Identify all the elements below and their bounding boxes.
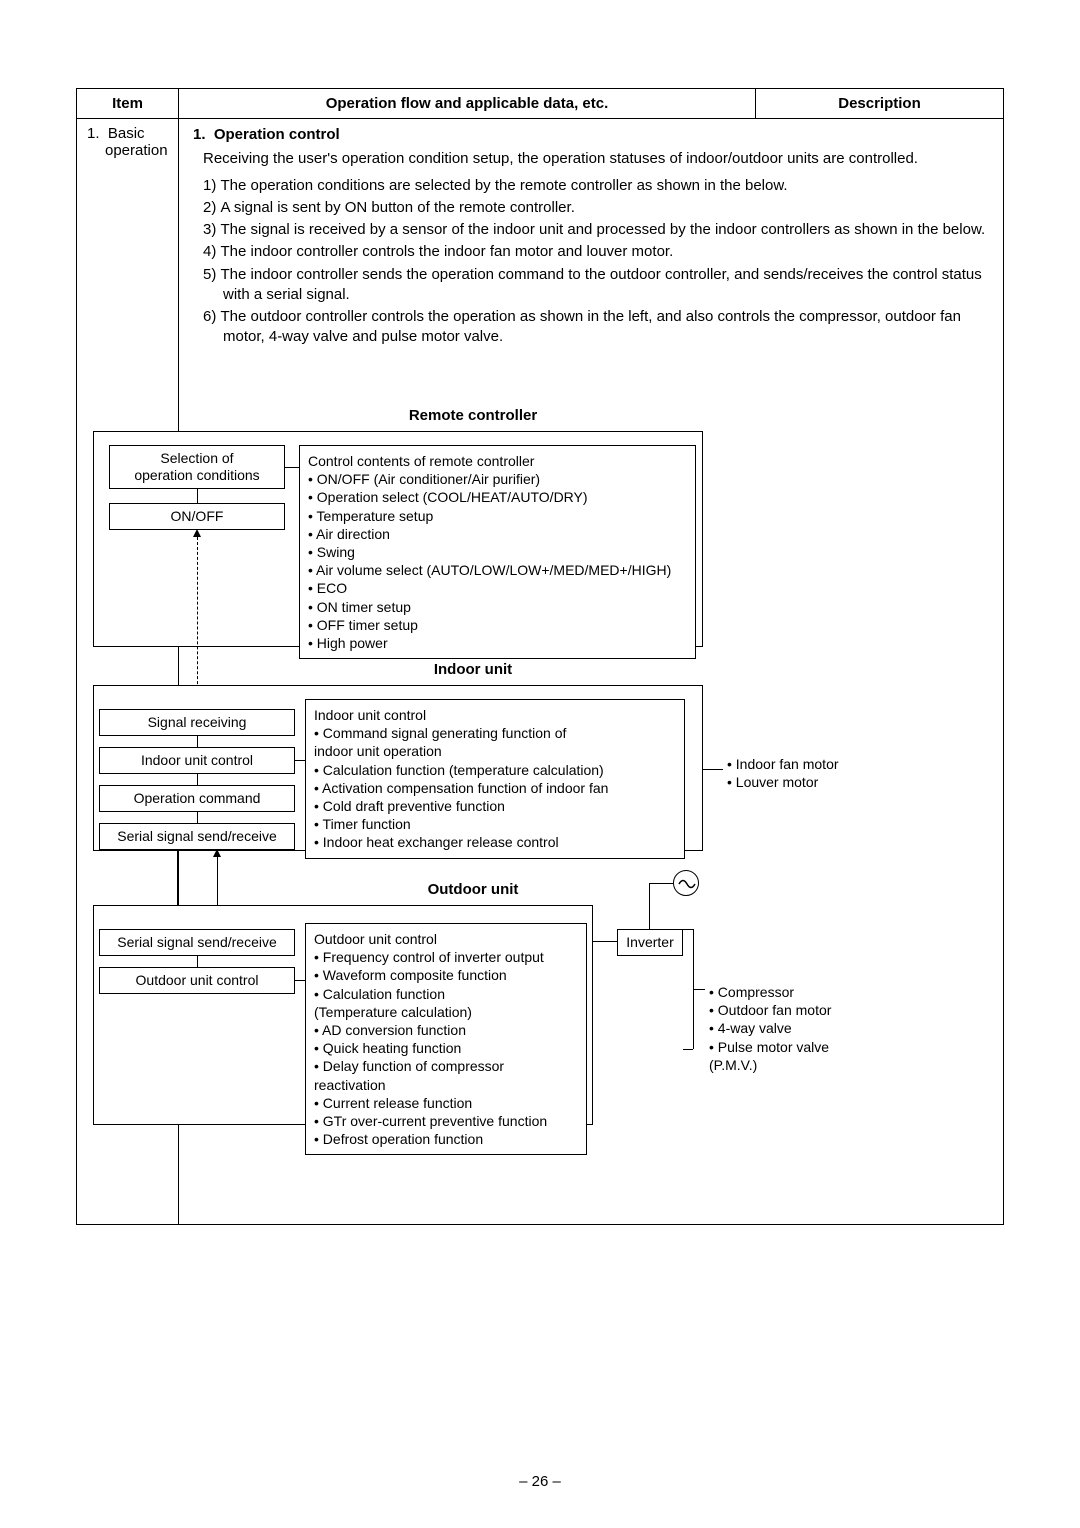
- indoor-control-box: Indoor unit control: [99, 747, 295, 774]
- arrow-up-icon: [193, 529, 201, 537]
- remote-info-box: Control contents of remote controller • …: [299, 445, 696, 659]
- line: [285, 467, 299, 468]
- line: [197, 955, 198, 967]
- line: [693, 989, 705, 990]
- n1: 1) The operation conditions are selected…: [203, 176, 989, 196]
- line: [197, 489, 198, 503]
- line: [593, 941, 617, 942]
- line: [197, 773, 198, 785]
- line: [295, 980, 305, 981]
- page: Item Operation flow and applicable data,…: [0, 0, 1080, 1528]
- n6: 6) The outdoor controller controls the o…: [203, 307, 989, 348]
- line: [295, 760, 305, 761]
- header-description: Description: [756, 89, 1004, 119]
- inverter-box: Inverter: [617, 929, 683, 956]
- n4: 4) The indoor controller controls the in…: [203, 242, 989, 262]
- outdoor-outputs: • Compressor • Outdoor fan motor • 4-way…: [709, 983, 831, 1074]
- diagram: Remote controller Selection of operation…: [83, 399, 1003, 1224]
- text-block: 1. Operation control Receiving the user'…: [179, 119, 1003, 348]
- outdoor-control-box: Outdoor unit control: [99, 967, 295, 994]
- section-title: 1. Operation control: [193, 125, 989, 145]
- outdoor-serial-box: Serial signal send/receive: [99, 929, 295, 956]
- ac-source-icon: [673, 870, 699, 896]
- indoor-motors: • Indoor fan motor • Louver motor: [727, 755, 839, 791]
- item-line2: operation: [87, 142, 168, 159]
- indoor-title: Indoor unit: [323, 661, 623, 678]
- header-item: Item: [77, 89, 179, 119]
- indoor-signal-box: Signal receiving: [99, 709, 295, 736]
- page-number: – 26 –: [0, 1473, 1080, 1490]
- dashed-line: [197, 537, 198, 709]
- indoor-command-box: Operation command: [99, 785, 295, 812]
- n2: 2) A signal is sent by ON button of the …: [203, 198, 989, 218]
- line: [197, 811, 198, 823]
- indoor-info-box: Indoor unit control • Command signal gen…: [305, 699, 685, 859]
- remote-title: Remote controller: [323, 407, 623, 424]
- header-operation: Operation flow and applicable data, etc.: [179, 89, 756, 119]
- remote-onoff-box: ON/OFF: [109, 503, 285, 530]
- numbered-list: 1) The operation conditions are selected…: [203, 176, 989, 348]
- n3: 3) The signal is received by a sensor of…: [203, 220, 989, 240]
- line: [683, 1049, 693, 1050]
- n5: 5) The indoor controller sends the opera…: [203, 265, 989, 306]
- line: [197, 735, 198, 747]
- outdoor-info-box: Outdoor unit control • Frequency control…: [305, 923, 587, 1155]
- body-cell: 1. Operation control Receiving the user'…: [179, 119, 1004, 1225]
- item-line1: 1. Basic: [87, 125, 168, 142]
- remote-selection-box: Selection of operation conditions: [109, 445, 285, 489]
- line: [649, 883, 650, 929]
- arrow-up-icon: [213, 849, 221, 857]
- main-table: Item Operation flow and applicable data,…: [76, 88, 1004, 1225]
- line: [649, 883, 673, 884]
- line: [703, 769, 723, 770]
- outdoor-title: Outdoor unit: [323, 881, 623, 898]
- line: [683, 929, 693, 930]
- indoor-serial-box: Serial signal send/receive: [99, 823, 295, 850]
- section-intro: Receiving the user's operation condition…: [203, 149, 989, 169]
